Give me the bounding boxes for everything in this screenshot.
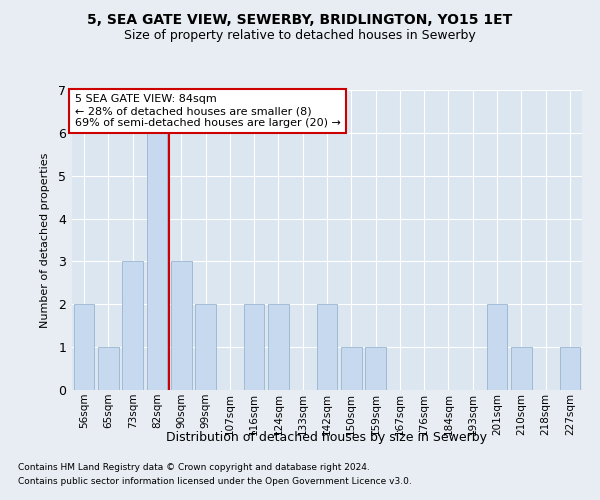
Bar xyxy=(122,262,143,390)
Bar xyxy=(365,347,386,390)
Text: Contains public sector information licensed under the Open Government Licence v3: Contains public sector information licen… xyxy=(18,477,412,486)
Bar xyxy=(98,347,119,390)
Bar xyxy=(487,304,508,390)
Bar xyxy=(146,133,167,390)
Bar xyxy=(560,347,580,390)
Bar xyxy=(511,347,532,390)
Bar xyxy=(171,262,191,390)
Bar xyxy=(244,304,265,390)
Text: 5 SEA GATE VIEW: 84sqm
← 28% of detached houses are smaller (8)
69% of semi-deta: 5 SEA GATE VIEW: 84sqm ← 28% of detached… xyxy=(74,94,340,128)
Bar xyxy=(268,304,289,390)
Y-axis label: Number of detached properties: Number of detached properties xyxy=(40,152,50,328)
Bar xyxy=(195,304,216,390)
Bar xyxy=(341,347,362,390)
Text: Contains HM Land Registry data © Crown copyright and database right 2024.: Contains HM Land Registry data © Crown c… xyxy=(18,464,370,472)
Text: Size of property relative to detached houses in Sewerby: Size of property relative to detached ho… xyxy=(124,29,476,42)
Text: 5, SEA GATE VIEW, SEWERBY, BRIDLINGTON, YO15 1ET: 5, SEA GATE VIEW, SEWERBY, BRIDLINGTON, … xyxy=(88,12,512,26)
Bar xyxy=(74,304,94,390)
Text: Distribution of detached houses by size in Sewerby: Distribution of detached houses by size … xyxy=(167,431,487,444)
Bar xyxy=(317,304,337,390)
